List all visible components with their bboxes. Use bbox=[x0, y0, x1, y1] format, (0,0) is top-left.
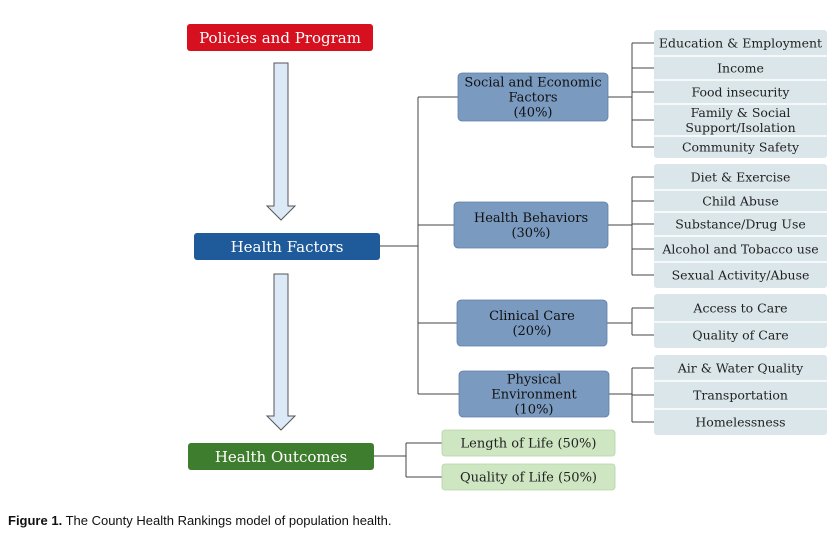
factor-item-label: Education & Employment bbox=[659, 36, 822, 51]
factor-item: Access to Care bbox=[692, 301, 787, 316]
category-label-line: (40%) bbox=[513, 106, 552, 121]
policies-and-program-label: Policies and Program bbox=[199, 29, 361, 47]
category-label-line: Clinical Care bbox=[489, 309, 575, 324]
factor-item-label: Quality of Care bbox=[692, 328, 788, 343]
arrow-policies-to-factors bbox=[265, 62, 297, 221]
figure-caption-label: Figure 1. bbox=[8, 513, 63, 528]
factor-item: Quality of Care bbox=[692, 328, 788, 343]
category-label-line: Factors bbox=[508, 91, 557, 106]
county-health-rankings-diagram: Policies and Program Health Factors Heal… bbox=[187, 24, 827, 491]
category-label-line: Physical bbox=[507, 373, 561, 388]
factor-item-label: Access to Care bbox=[692, 301, 787, 316]
factor-item: Food insecurity bbox=[692, 85, 791, 100]
factor-item-label: Sexual Activity/Abuse bbox=[672, 268, 810, 283]
factor-item-label: Diet & Exercise bbox=[691, 170, 791, 185]
factor-item: Substance/Drug Use bbox=[675, 217, 806, 232]
category-box bbox=[453, 201, 609, 249]
factor-item-label: Income bbox=[717, 61, 764, 76]
category-3: Clinical Care(20%) Access to Care Quality … bbox=[456, 294, 827, 348]
health-outcomes-label: Health Outcomes bbox=[215, 448, 347, 466]
policies-and-program-box: Policies and Program bbox=[187, 24, 373, 51]
item-group-background bbox=[654, 294, 827, 348]
category-label-line: Social and Economic bbox=[464, 76, 601, 91]
figure-caption-text: The County Health Rankings model of popu… bbox=[62, 513, 392, 528]
outcome-item: Quality of Life (50%) bbox=[441, 463, 616, 491]
factor-item: Income bbox=[717, 61, 764, 76]
health-factors-box: Health Factors bbox=[194, 233, 380, 260]
outcome-items: Length of Life (50%) Quality of Life (50… bbox=[441, 429, 616, 491]
factor-item-label: Food insecurity bbox=[692, 85, 791, 100]
item-group-background bbox=[654, 30, 827, 158]
factor-item-label: Air & Water Quality bbox=[677, 361, 804, 376]
factor-item: Air & Water Quality bbox=[677, 361, 804, 376]
factor-item-label: Transportation bbox=[693, 388, 788, 403]
category-box bbox=[457, 72, 609, 122]
health-factors-label: Health Factors bbox=[231, 238, 344, 256]
category-box bbox=[458, 370, 610, 418]
factor-item-label: Community Safety bbox=[682, 140, 800, 155]
category-label-line: (10%) bbox=[514, 403, 553, 418]
category-box bbox=[456, 299, 608, 347]
category-label-line: Health Behaviors bbox=[474, 211, 588, 226]
arrow-factors-to-outcomes bbox=[265, 273, 297, 431]
factor-item-label: Child Abuse bbox=[702, 194, 778, 209]
factor-item-label: Alcohol and Tobacco use bbox=[661, 242, 818, 257]
factor-item-label: Homelessness bbox=[695, 415, 785, 430]
item-group-background bbox=[654, 164, 827, 288]
outcome-item-label: Length of Life (50%) bbox=[461, 437, 597, 452]
outcome-item: Length of Life (50%) bbox=[441, 429, 616, 457]
category-2: Health Behaviors(30%) Diet & Exercise Chil… bbox=[453, 164, 827, 288]
factor-item-label: Family & Social bbox=[691, 105, 791, 120]
factor-item: Diet & Exercise bbox=[691, 170, 791, 185]
factor-item-label: Support/Isolation bbox=[685, 120, 795, 135]
factor-item: Alcohol and Tobacco use bbox=[661, 242, 818, 257]
factor-item: Homelessness bbox=[695, 415, 785, 430]
category-label-line: (30%) bbox=[511, 226, 550, 241]
item-group-background bbox=[654, 355, 827, 435]
category-label-line: Environment bbox=[491, 388, 577, 403]
outcome-item-label: Quality of Life (50%) bbox=[460, 471, 597, 486]
factor-item-label: Substance/Drug Use bbox=[675, 217, 806, 232]
category-label-line: (20%) bbox=[512, 324, 551, 339]
figure-caption: Figure 1. The County Health Rankings mod… bbox=[8, 513, 392, 528]
health-outcomes-box: Health Outcomes bbox=[188, 443, 374, 470]
connector-lines bbox=[374, 42, 654, 478]
factor-item: Sexual Activity/Abuse bbox=[672, 268, 810, 283]
factor-item: Community Safety bbox=[682, 140, 800, 155]
factor-item: Education & Employment bbox=[659, 36, 822, 51]
factor-item: Transportation bbox=[693, 388, 788, 403]
factor-item: Child Abuse bbox=[702, 194, 778, 209]
